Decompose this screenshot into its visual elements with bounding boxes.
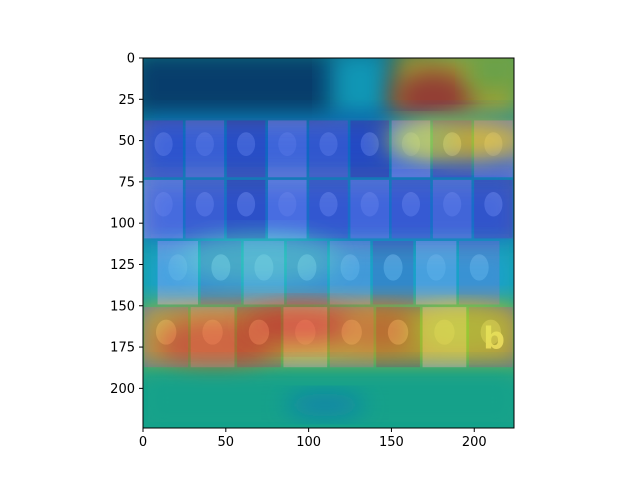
x-tick-label: 0 [139, 435, 147, 450]
y-tick-label: 150 [110, 299, 135, 314]
y-tick-label: 0 [127, 52, 135, 67]
axes-frame [142, 57, 515, 429]
x-tick-label: 200 [462, 435, 487, 450]
y-tick-label: 50 [118, 134, 135, 149]
y-tick-label: 75 [118, 175, 135, 190]
x-axis: 0 50 100 150 200 [139, 428, 487, 450]
y-tick-label: 25 [118, 93, 135, 108]
x-tick-label: 150 [379, 435, 404, 450]
y-tick-label: 175 [110, 341, 135, 356]
y-axis: 0 25 50 75 100 125 150 175 200 [110, 52, 143, 397]
y-tick-label: 200 [110, 382, 135, 397]
heat-overlay [143, 58, 514, 428]
x-tick-label: 100 [296, 435, 321, 450]
x-tick-label: 50 [218, 435, 235, 450]
plot-area: b [143, 58, 514, 428]
y-tick-label: 100 [110, 217, 135, 232]
y-tick-label: 125 [110, 258, 135, 273]
